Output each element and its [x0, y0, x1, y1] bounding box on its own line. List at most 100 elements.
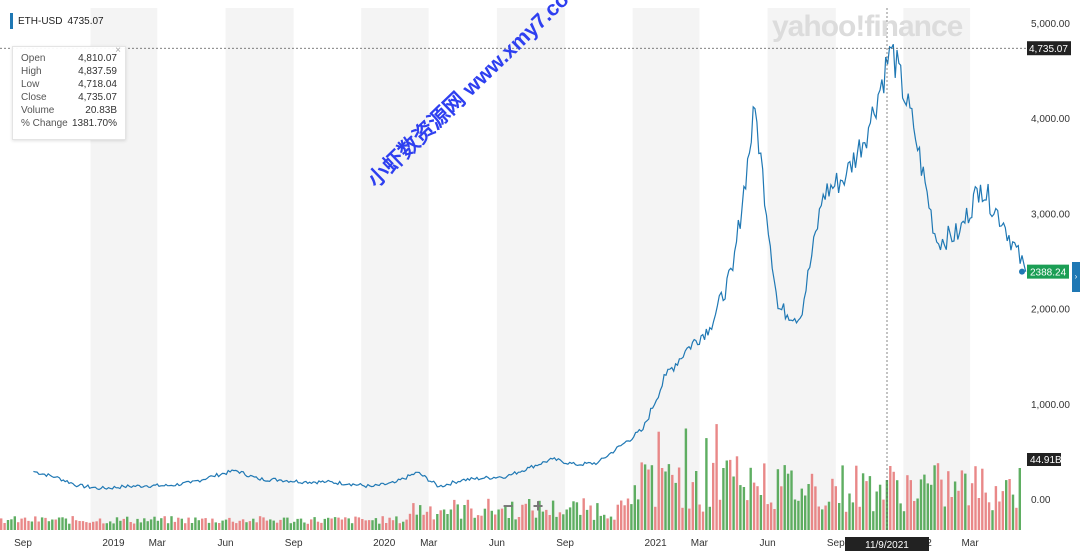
volume-bar — [248, 521, 252, 530]
volume-bar — [844, 511, 848, 530]
volume-bar — [286, 517, 289, 530]
volume-bar — [923, 474, 926, 530]
volume-bar — [776, 469, 780, 530]
volume-bar — [446, 514, 449, 530]
x-tick-label: Jun — [760, 538, 776, 549]
volume-bar — [429, 506, 432, 530]
volume-bar — [44, 517, 47, 530]
volume-bar — [0, 518, 3, 530]
volume-bar — [773, 509, 776, 530]
volume-bar — [354, 516, 357, 530]
y-tick-label: 4,000.00 — [1031, 114, 1070, 125]
crosshair-price-label-bg — [1027, 41, 1071, 56]
volume-bar — [650, 465, 654, 530]
volume-bar — [766, 504, 769, 530]
volume-bar — [238, 520, 241, 530]
tooltip-label: Low — [21, 79, 40, 90]
volume-bar — [977, 498, 981, 530]
tooltip-row-change: % Change 1381.70% — [21, 118, 117, 131]
volume-bar — [994, 486, 998, 530]
volume-bar — [466, 499, 470, 530]
zoom-out-button[interactable]: − — [502, 496, 514, 516]
volume-bar — [224, 519, 228, 530]
volume-bar — [258, 516, 262, 530]
volume-bar — [732, 476, 735, 530]
tooltip-row-high: High 4,837.59 — [21, 66, 117, 79]
volume-bar — [647, 469, 650, 530]
volume-bar — [449, 509, 453, 530]
volume-bar — [599, 515, 602, 530]
volume-bar — [272, 520, 275, 530]
volume-bar — [136, 518, 139, 530]
volume-bar — [524, 503, 527, 530]
volume-bar — [381, 516, 384, 530]
volume-bar — [262, 517, 265, 530]
zoom-in-button[interactable]: + — [532, 496, 544, 516]
volume-bar — [609, 516, 613, 530]
volume-bar — [146, 521, 149, 530]
volume-bar — [350, 523, 354, 530]
volume-bar — [981, 468, 984, 530]
volume-bar — [769, 502, 773, 530]
y-tick-label: 1,000.00 — [1031, 400, 1070, 411]
volume-bar — [967, 505, 970, 530]
volume-bar — [71, 516, 74, 530]
volume-bar — [313, 517, 316, 530]
crosshair-price-label: 4,735.07 — [1029, 44, 1068, 55]
volume-bar — [998, 501, 1001, 530]
volume-bar — [51, 519, 54, 530]
volume-bar — [398, 523, 401, 530]
volume-bar — [786, 473, 790, 530]
expand-panel-button[interactable]: › — [1072, 262, 1080, 292]
close-icon[interactable]: × — [115, 45, 121, 56]
x-tick-label: Jun — [217, 538, 233, 549]
volume-bar — [630, 504, 633, 530]
volume-bar — [637, 499, 640, 530]
volume-bar — [289, 523, 292, 530]
volume-bar — [620, 500, 623, 530]
symbol-color-marker — [10, 13, 13, 29]
volume-bar — [425, 511, 429, 530]
volume-bar — [221, 520, 224, 530]
volume-bar — [664, 471, 667, 530]
volume-bar — [1008, 479, 1011, 530]
volume-bar — [947, 471, 950, 530]
volume-bar — [173, 521, 177, 530]
volume-bar — [204, 518, 207, 530]
volume-bar — [688, 508, 691, 530]
volume-bar — [402, 521, 405, 530]
volume-bar — [848, 493, 851, 530]
volume-bar — [568, 507, 572, 530]
tooltip-value: 20.83B — [85, 105, 117, 116]
volume-bar — [330, 518, 333, 530]
tooltip-row-open: Open 4,810.07 — [21, 53, 117, 66]
volume-bar — [102, 523, 105, 530]
volume-bar — [681, 507, 684, 530]
volume-bar — [184, 523, 187, 530]
volume-bar — [521, 504, 524, 530]
volume-bar — [878, 484, 882, 530]
volume-bar — [1005, 480, 1008, 530]
volume-bar — [320, 522, 323, 530]
volume-bar — [361, 519, 364, 530]
x-tick-label: 2021 — [644, 538, 667, 549]
volume-bar — [1015, 507, 1018, 530]
volume-bar — [936, 463, 940, 530]
volume-bar — [412, 503, 415, 530]
volume-bar — [889, 466, 892, 530]
volume-bar — [333, 517, 337, 530]
volume-bar — [115, 517, 119, 530]
volume-bar — [436, 514, 439, 530]
symbol-badge[interactable]: ETH-USD 4735.07 — [10, 12, 104, 30]
volume-bars — [0, 424, 1021, 530]
volume-bar — [13, 516, 16, 530]
x-tick-label: Mar — [691, 538, 709, 549]
tooltip-value: 4,837.59 — [78, 66, 117, 77]
volume-bar — [810, 473, 814, 530]
volume-bar — [78, 521, 81, 530]
x-tick-label: 2019 — [102, 538, 125, 549]
volume-bar — [40, 517, 44, 530]
volume-bar — [984, 492, 987, 530]
x-tick-label: Jun — [489, 538, 505, 549]
